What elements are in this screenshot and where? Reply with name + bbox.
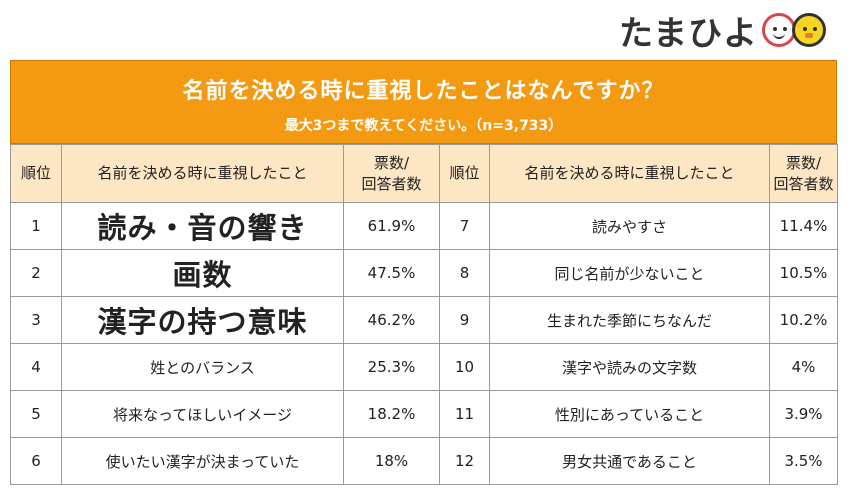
votes-header: 票数/回答者数: [343, 144, 440, 203]
survey-title-banner: 名前を決める時に重視したことはなんですか？ 最大3つまで教えてください。（n=3…: [10, 60, 837, 144]
table-row: 4 姓とのバランス 25.3% 10 漢字や読みの文字数 4%: [10, 343, 838, 391]
table-row: 1 読み・音の響き 61.9% 7 読みやすさ 11.4%: [10, 202, 838, 250]
item-cell: 漢字の持つ意味: [61, 296, 344, 344]
rank-cell: 4: [10, 343, 62, 391]
rank-cell: 11: [439, 390, 490, 438]
votes-header: 票数/回答者数: [769, 144, 838, 203]
percent-cell: 25.3%: [343, 343, 440, 391]
percent-cell: 18%: [343, 437, 440, 485]
egg-face-icon: [762, 13, 796, 47]
rank-cell: 1: [10, 202, 62, 250]
percent-cell: 47.5%: [343, 249, 440, 297]
item-cell: 使いたい漢字が決まっていた: [61, 437, 344, 485]
chick-face-icon: [792, 13, 826, 47]
rank-cell: 8: [439, 249, 490, 297]
percent-cell: 4%: [769, 343, 838, 391]
table-header-row: 順位 名前を決める時に重視したこと 票数/回答者数 順位 名前を決める時に重視し…: [10, 144, 838, 203]
rank-cell: 10: [439, 343, 490, 391]
rank-cell: 6: [10, 437, 62, 485]
rank-cell: 3: [10, 296, 62, 344]
rank-cell: 7: [439, 202, 490, 250]
table-row: 3 漢字の持つ意味 46.2% 9 生まれた季節にちなんだ 10.2%: [10, 296, 838, 344]
rank-header: 順位: [439, 144, 490, 203]
logo-mascot-icon: [762, 13, 826, 47]
item-header: 名前を決める時に重視したこと: [61, 144, 344, 203]
percent-cell: 46.2%: [343, 296, 440, 344]
survey-question: 名前を決める時に重視したことはなんですか？: [182, 79, 665, 104]
survey-note: 最大3つまで教えてください。（n=3,733）: [284, 118, 563, 134]
item-cell: 読みやすさ: [489, 202, 770, 250]
rank-cell: 12: [439, 437, 490, 485]
item-cell: 漢字や読みの文字数: [489, 343, 770, 391]
item-cell: 性別にあっていること: [489, 390, 770, 438]
item-cell: 男女共通であること: [489, 437, 770, 485]
item-cell: 同じ名前が少ないこと: [489, 249, 770, 297]
table-row: 2 画数 47.5% 8 同じ名前が少ないこと 10.5%: [10, 249, 838, 297]
table-row: 5 将来なってほしいイメージ 18.2% 11 性別にあっていること 3.9%: [10, 390, 838, 438]
percent-cell: 10.5%: [769, 249, 838, 297]
table-row: 6 使いたい漢字が決まっていた 18% 12 男女共通であること 3.5%: [10, 437, 838, 485]
percent-cell: 11.4%: [769, 202, 838, 250]
tamahiyo-logo: たまひよ: [619, 4, 826, 56]
rank-cell: 2: [10, 249, 62, 297]
percent-cell: 10.2%: [769, 296, 838, 344]
item-cell: 将来なってほしいイメージ: [61, 390, 344, 438]
item-cell: 姓とのバランス: [61, 343, 344, 391]
rank-cell: 5: [10, 390, 62, 438]
logo-text: たまひよ: [619, 13, 758, 54]
item-cell: 画数: [61, 249, 344, 297]
rank-cell: 9: [439, 296, 490, 344]
percent-cell: 61.9%: [343, 202, 440, 250]
ranking-table: 順位 名前を決める時に重視したこと 票数/回答者数 順位 名前を決める時に重視し…: [10, 144, 838, 485]
percent-cell: 3.5%: [769, 437, 838, 485]
percent-cell: 3.9%: [769, 390, 838, 438]
item-cell: 生まれた季節にちなんだ: [489, 296, 770, 344]
percent-cell: 18.2%: [343, 390, 440, 438]
item-cell: 読み・音の響き: [61, 202, 344, 250]
item-header: 名前を決める時に重視したこと: [489, 144, 770, 203]
rank-header: 順位: [10, 144, 62, 203]
